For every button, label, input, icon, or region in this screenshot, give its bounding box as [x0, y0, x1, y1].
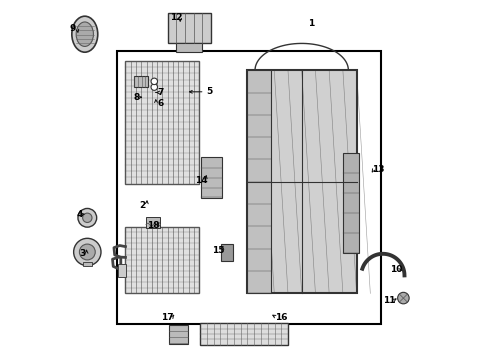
Text: 2: 2 [139, 201, 146, 210]
Bar [168, 13, 211, 43]
Text: 11: 11 [383, 296, 395, 305]
Text: 7: 7 [157, 88, 164, 97]
Bar [125, 227, 199, 293]
Text: 18: 18 [147, 220, 159, 230]
Bar [220, 244, 233, 261]
Text: 3: 3 [79, 249, 85, 258]
Text: 14: 14 [195, 176, 207, 185]
Text: 9: 9 [70, 24, 76, 33]
Text: 10: 10 [390, 266, 402, 275]
Text: 16: 16 [275, 313, 287, 322]
Bar [118, 264, 126, 277]
Bar [343, 153, 359, 253]
Text: 17: 17 [161, 313, 174, 322]
Ellipse shape [76, 22, 94, 46]
Bar [170, 325, 188, 344]
Bar [247, 70, 357, 293]
Bar [201, 157, 222, 198]
Text: 15: 15 [212, 246, 224, 255]
Bar [125, 61, 199, 184]
Bar [117, 51, 381, 324]
Bar [146, 217, 160, 228]
Text: 12: 12 [170, 13, 182, 22]
Text: 6: 6 [157, 99, 164, 108]
Ellipse shape [72, 16, 98, 52]
Text: 8: 8 [134, 93, 140, 102]
Text: 13: 13 [372, 165, 385, 174]
Circle shape [151, 78, 157, 85]
Circle shape [83, 213, 92, 222]
Text: 4: 4 [76, 210, 83, 219]
Bar [247, 70, 271, 293]
Bar [134, 76, 148, 87]
Circle shape [151, 84, 157, 90]
Circle shape [74, 238, 101, 266]
Bar [83, 262, 92, 266]
Circle shape [78, 208, 97, 227]
Circle shape [398, 292, 409, 304]
Bar [200, 323, 288, 345]
Text: 5: 5 [206, 87, 212, 96]
Text: 1: 1 [309, 19, 315, 28]
Circle shape [79, 244, 95, 260]
Bar [176, 43, 202, 52]
